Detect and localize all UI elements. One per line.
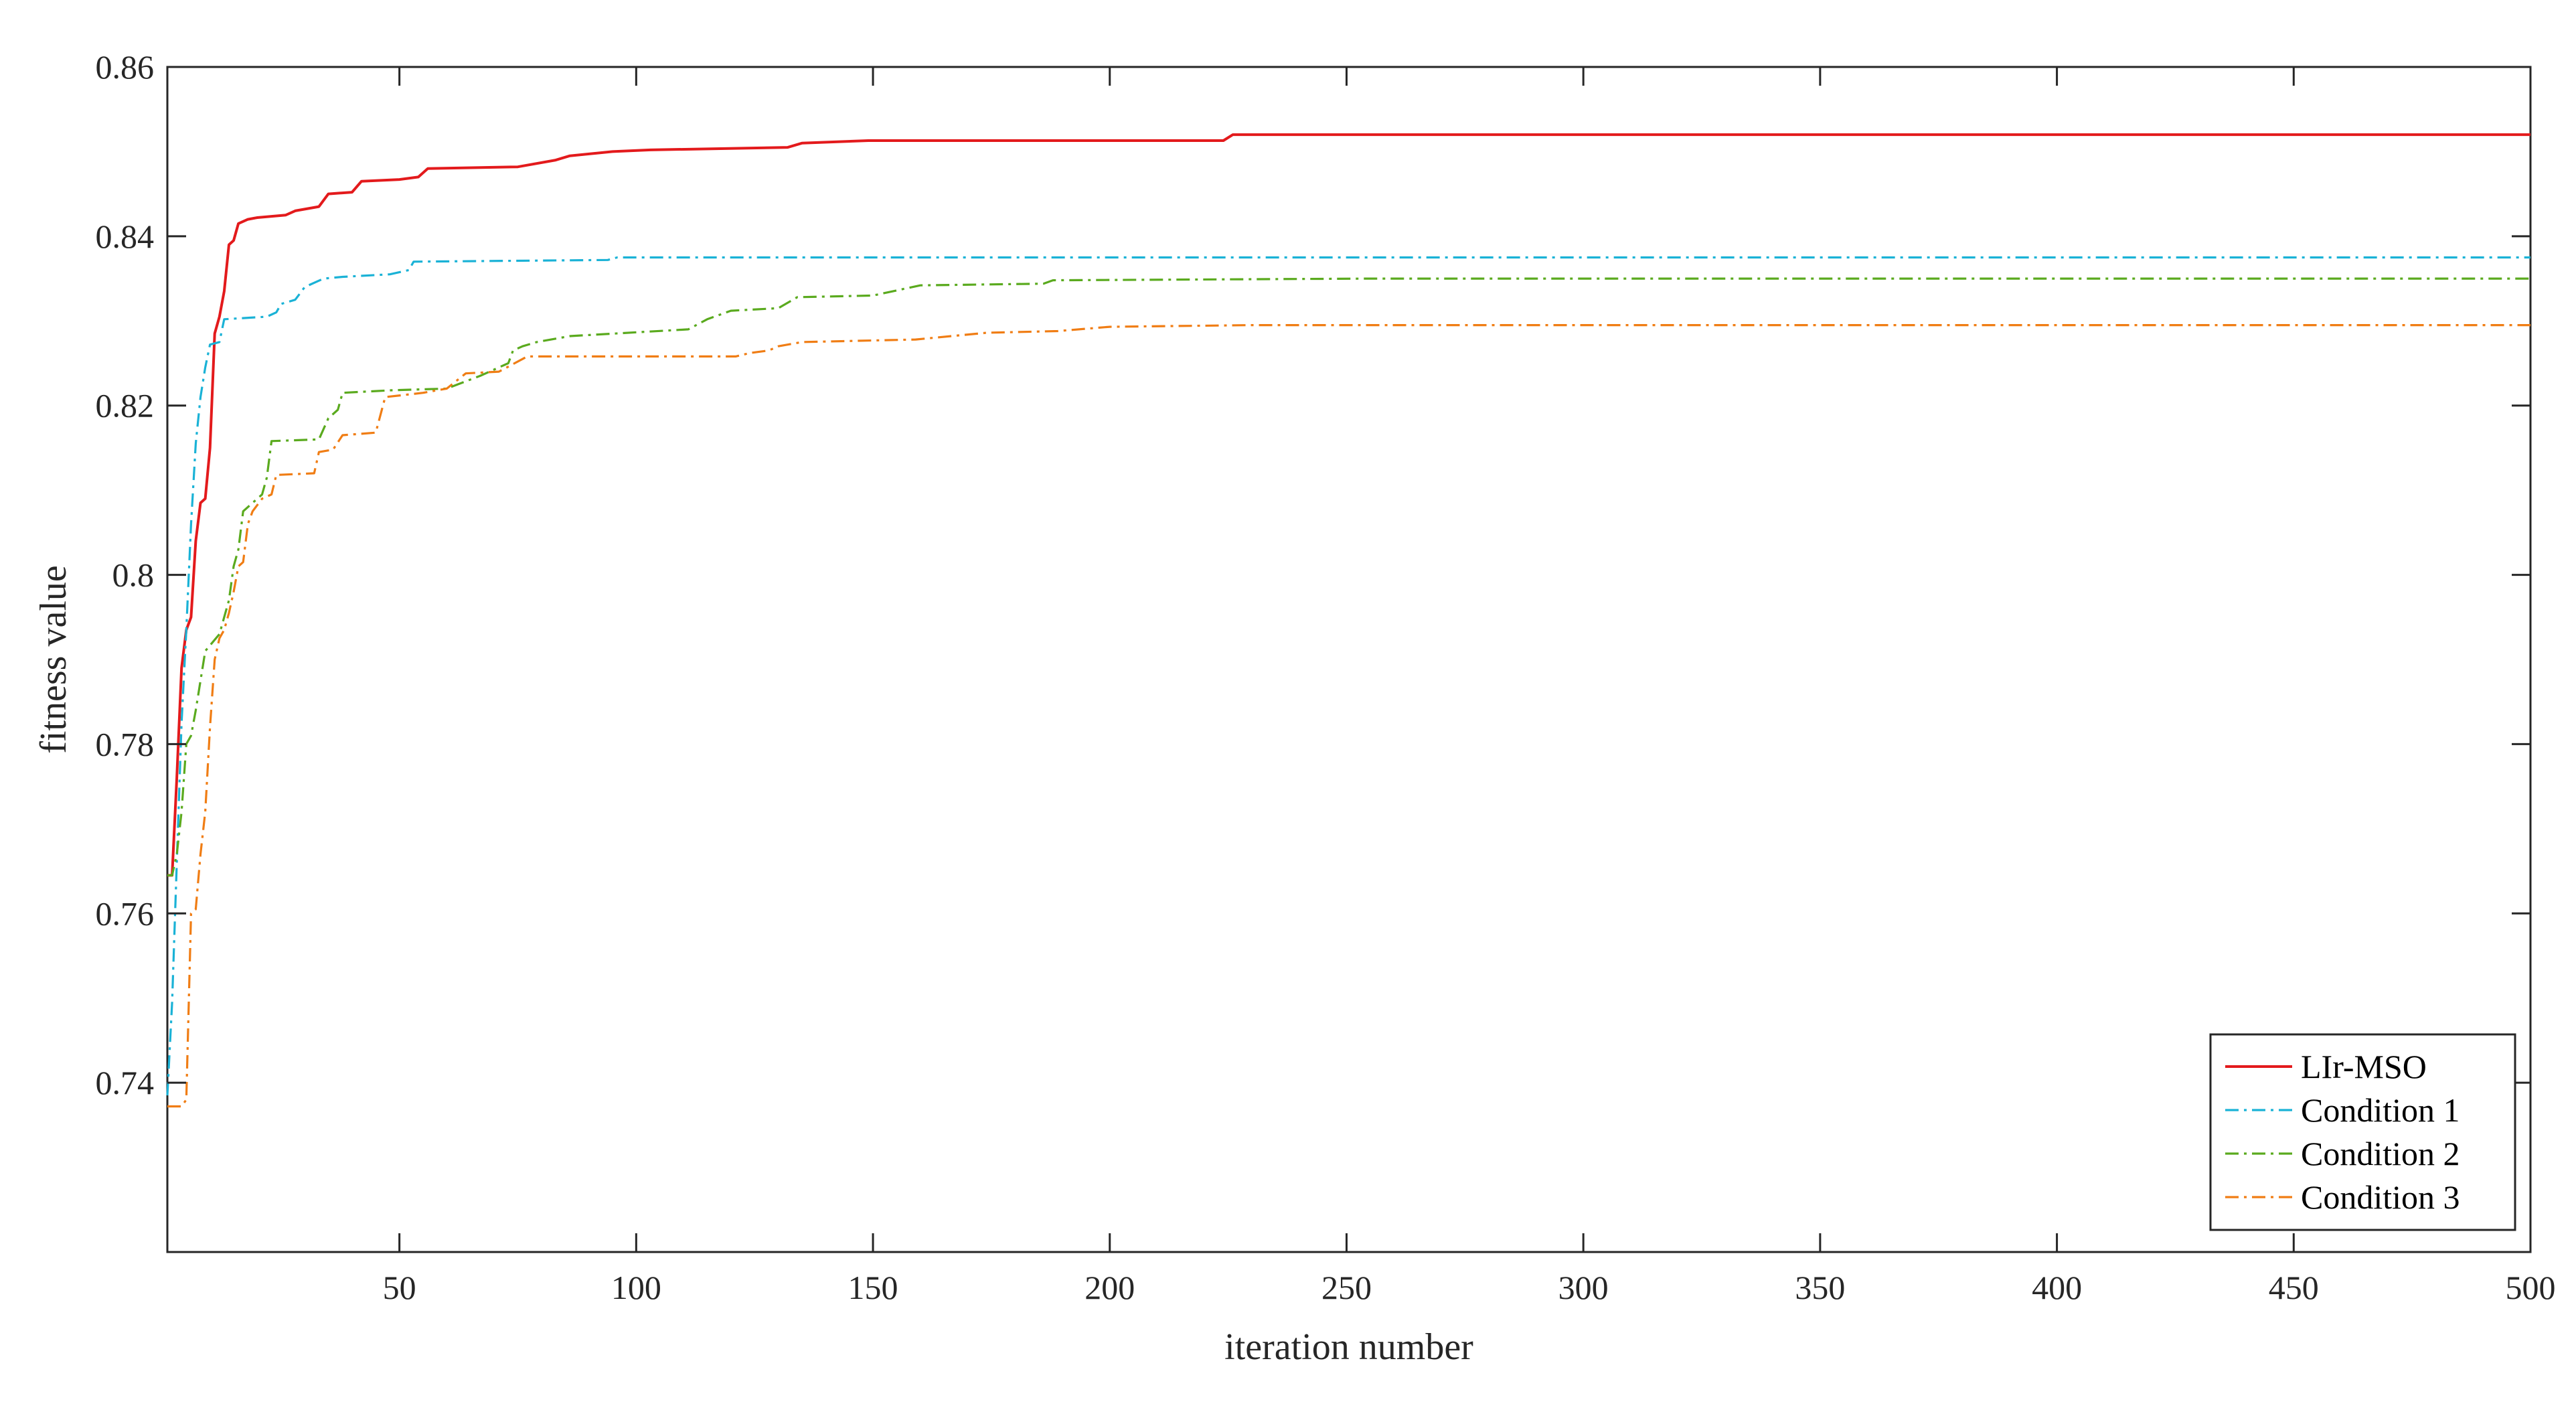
x-tick-label: 100: [611, 1269, 661, 1306]
legend: LIr-MSO Condition 1 Condition 2 Condition 3: [2209, 1033, 2516, 1231]
x-tick-label: 250: [1321, 1269, 1372, 1306]
x-tick-label: 350: [1795, 1269, 1845, 1306]
series-line-2: [166, 256, 2530, 1096]
legend-label-1: LIr-MSO: [2301, 1048, 2427, 1085]
series-line-1: [167, 133, 2530, 877]
y-tick-label: 0.78: [96, 725, 155, 763]
y-tick-label: 0.74: [96, 1064, 155, 1101]
x-tick-label: 50: [383, 1269, 416, 1306]
series-line-4: [167, 324, 2530, 1108]
plot-area-box: [166, 66, 2532, 1253]
y-tick-label: 0.86: [96, 48, 155, 86]
x-axis-title: iteration number: [1224, 1326, 1473, 1368]
x-tick-label: 500: [2506, 1269, 2556, 1306]
y-axis-title: fitness value: [33, 565, 74, 753]
x-tick-label: 150: [848, 1269, 898, 1306]
y-tick-label: 0.82: [96, 387, 155, 424]
tick-layer: 50 100 150 200 250 300 350 400 450 500 0.74 0.76 0.7…: [96, 48, 2556, 1306]
y-tick-label: 0.76: [96, 894, 155, 932]
y-tick-label: 0.84: [96, 218, 155, 255]
x-tick-label: 300: [1558, 1269, 1609, 1306]
x-tick-label: 450: [2269, 1269, 2319, 1306]
legend-label-2: Condition 1: [2301, 1091, 2460, 1129]
series-line-3: [167, 277, 2530, 876]
legend-label-4: Condition 3: [2301, 1178, 2460, 1216]
series-layer: [166, 133, 2530, 1108]
x-tick-label: 200: [1084, 1269, 1135, 1306]
legend-label-3: Condition 2: [2301, 1135, 2460, 1172]
y-tick-label: 0.8: [112, 556, 155, 594]
x-tick-label: 400: [2032, 1269, 2082, 1306]
